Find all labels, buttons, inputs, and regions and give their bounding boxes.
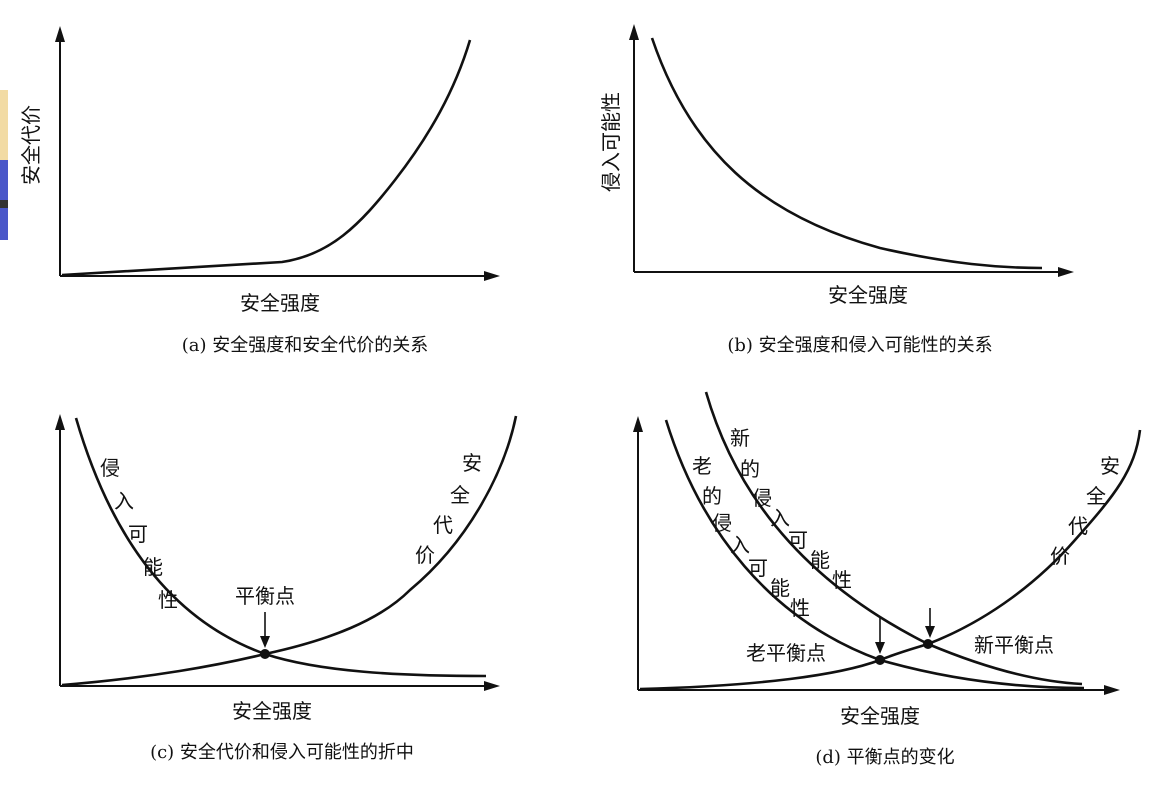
- panel-a-x-label: 安全强度: [240, 291, 320, 315]
- panel-d-old-intrusion-char: 侵: [712, 511, 732, 535]
- panel-b: 侵入可能性 安全强度 (b) 安全强度和侵入可能性的关系: [599, 24, 1074, 356]
- decor-strip-2: [0, 160, 8, 200]
- panel-d-cost-label: 安 全 代 价: [1050, 454, 1120, 568]
- panel-c-balance-point: [260, 649, 270, 659]
- panel-c-cost-char: 代: [433, 513, 453, 537]
- panel-d-new-intrusion-char: 入: [770, 506, 790, 530]
- panel-d-cost-char: 价: [1050, 544, 1070, 568]
- panel-d-old-intrusion-label: 老 的 侵 入 可 能 性: [692, 454, 810, 620]
- panel-c-x-arrow: [484, 681, 500, 691]
- panel-b-y-label: 侵入可能性: [599, 92, 623, 192]
- panel-c-intrusion-label: 侵 入 可 能 性: [100, 456, 178, 612]
- panel-c-cost-char: 全: [450, 483, 470, 507]
- panel-b-intrusion-curve: [650, 37, 1043, 270]
- panel-c-cost-curve: [61, 415, 518, 687]
- panel-d: 老平衡点 新平衡点 新 的 侵 入 可 能 性 老 的 侵 入 可 能 性 安 …: [633, 391, 1142, 768]
- panel-c-intrusion-char: 入: [114, 489, 134, 513]
- panel-a-cost-curve: [61, 39, 472, 277]
- panel-c-cost-label: 安 全 代 价: [415, 451, 482, 567]
- panel-d-old-intrusion-char: 入: [730, 533, 750, 557]
- panel-d-old-balance-label: 老平衡点: [746, 641, 826, 665]
- panel-d-old-intrusion-curve: [664, 419, 1085, 690]
- panel-d-new-intrusion-curve: [704, 391, 1083, 686]
- panel-c-intrusion-char: 侵: [100, 456, 120, 480]
- panel-d-old-intrusion-char: 能: [770, 576, 790, 600]
- panel-d-new-intrusion-char: 可: [788, 528, 808, 552]
- panel-d-new-intrusion-char: 新: [730, 426, 750, 450]
- panel-d-cost-char: 代: [1068, 514, 1088, 538]
- panel-c-balance-arrowhead: [260, 636, 270, 648]
- panel-b-caption: (b) 安全强度和侵入可能性的关系: [727, 335, 992, 356]
- panel-d-cost-char: 全: [1086, 484, 1106, 508]
- panel-b-y-arrow: [629, 24, 639, 40]
- panel-b-x-label: 安全强度: [828, 283, 908, 307]
- panel-a-x-arrow: [484, 271, 500, 281]
- panel-c-cost-char: 价: [415, 543, 435, 567]
- panel-d-new-intrusion-char: 的: [740, 457, 760, 481]
- panel-d-new-intrusion-char: 能: [810, 548, 830, 572]
- panel-d-old-intrusion-char: 的: [702, 484, 722, 508]
- panel-d-x-arrow: [1104, 685, 1120, 695]
- panel-d-new-balance-arrowhead: [925, 626, 935, 638]
- panel-d-caption: (d) 平衡点的变化: [815, 747, 954, 768]
- panel-d-new-balance-point: [923, 639, 933, 649]
- panel-d-old-balance-arrowhead: [875, 642, 885, 654]
- panel-d-old-intrusion-char: 性: [790, 596, 810, 620]
- panel-d-old-balance-point: [875, 655, 885, 665]
- panel-c-intrusion-char: 能: [143, 555, 163, 579]
- panel-d-new-intrusion-label: 新 的 侵 入 可 能 性: [730, 426, 852, 592]
- panel-c-intrusion-curve: [74, 417, 487, 678]
- panel-c-x-label: 安全强度: [232, 699, 312, 723]
- panel-a: 安全代价 安全强度 (a) 安全强度和安全代价的关系: [19, 26, 500, 356]
- panel-c-caption: (c) 安全代价和侵入可能性的折中: [150, 742, 414, 763]
- panel-c-intrusion-char: 性: [158, 588, 178, 612]
- panel-d-x-label: 安全强度: [840, 704, 920, 728]
- panel-a-y-label: 安全代价: [19, 105, 43, 185]
- decor-strip-1: [0, 90, 8, 160]
- panel-c: 平衡点 侵 入 可 能 性 安 全 代 价 安全强度 (c) 安全代价和侵入可能…: [55, 414, 518, 763]
- panel-d-y-arrow: [633, 416, 643, 432]
- panel-d-new-intrusion-char: 性: [832, 568, 852, 592]
- panel-c-intrusion-char: 可: [128, 522, 148, 546]
- panel-c-balance-label: 平衡点: [235, 584, 295, 608]
- panel-d-new-balance-label: 新平衡点: [974, 633, 1054, 657]
- panel-a-caption: (a) 安全强度和安全代价的关系: [182, 335, 429, 356]
- panel-b-x-arrow: [1058, 267, 1074, 277]
- decor-strip-4: [0, 208, 8, 240]
- panel-d-cost-char: 安: [1100, 454, 1120, 478]
- panel-a-y-arrow: [55, 26, 65, 42]
- panel-c-cost-char: 安: [462, 451, 482, 475]
- panel-d-old-intrusion-char: 老: [692, 454, 712, 478]
- panel-d-new-intrusion-char: 侵: [752, 486, 772, 510]
- decor-strip-3: [0, 200, 8, 208]
- panel-c-y-arrow: [55, 414, 65, 430]
- panel-d-old-intrusion-char: 可: [748, 556, 768, 580]
